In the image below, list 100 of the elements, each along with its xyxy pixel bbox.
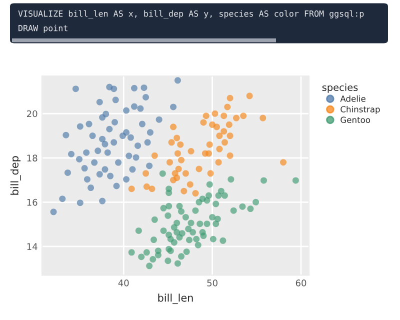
legend-label: Adelie xyxy=(340,95,366,102)
legend-label: Gentoo xyxy=(340,116,370,123)
point xyxy=(148,186,156,192)
point xyxy=(216,132,223,140)
point xyxy=(107,172,114,180)
point xyxy=(146,129,154,136)
point xyxy=(226,152,234,159)
point xyxy=(146,162,153,170)
point xyxy=(140,84,148,91)
y-tick-label: 20 xyxy=(27,110,38,118)
point xyxy=(110,86,118,92)
point xyxy=(127,134,134,141)
point xyxy=(128,186,135,192)
point xyxy=(174,134,180,142)
point xyxy=(76,156,83,162)
point xyxy=(224,104,231,110)
point xyxy=(123,107,130,114)
point xyxy=(81,165,88,172)
x-tick-label: 40 xyxy=(118,280,129,286)
point xyxy=(111,119,118,126)
point xyxy=(215,159,222,166)
point xyxy=(94,148,102,154)
point xyxy=(68,150,75,158)
point xyxy=(86,120,92,128)
point xyxy=(180,188,188,194)
point xyxy=(240,112,247,120)
point xyxy=(83,149,90,156)
point xyxy=(175,166,182,172)
legend-label: Chinstrap xyxy=(340,106,380,114)
point xyxy=(280,159,287,166)
point xyxy=(206,141,213,148)
point xyxy=(174,77,181,84)
point xyxy=(186,181,194,188)
x-tick-label: 60 xyxy=(296,280,306,286)
point xyxy=(64,169,71,176)
point xyxy=(142,170,150,177)
text: DRAW point xyxy=(18,24,68,33)
x-tick-label: 50 xyxy=(207,280,218,286)
y-axis-title: bill_dep xyxy=(10,156,21,195)
point xyxy=(221,139,228,146)
point xyxy=(220,112,228,120)
point xyxy=(96,98,103,106)
point xyxy=(99,198,106,204)
point xyxy=(206,150,212,157)
text: VISUALIZE bill_len AS x, bill_dep AS y, species AS color FROM ggsql:p xyxy=(18,10,364,19)
point xyxy=(130,84,138,92)
point xyxy=(104,149,111,156)
point xyxy=(170,104,177,110)
y-tick-label: 16 xyxy=(27,198,38,206)
point xyxy=(72,86,79,92)
point xyxy=(246,92,253,100)
point xyxy=(102,166,108,173)
point xyxy=(112,96,119,104)
point xyxy=(151,152,158,159)
legend-title: species xyxy=(322,84,358,93)
point xyxy=(226,121,232,128)
point xyxy=(170,124,177,130)
point xyxy=(216,146,223,152)
point xyxy=(213,124,220,130)
point xyxy=(177,141,184,148)
point xyxy=(226,132,234,140)
point xyxy=(123,176,130,183)
point xyxy=(84,176,90,183)
point xyxy=(126,152,132,160)
point xyxy=(174,150,181,157)
point xyxy=(168,139,175,146)
point xyxy=(226,94,234,102)
point xyxy=(132,154,140,161)
point xyxy=(137,105,144,112)
point xyxy=(130,103,138,110)
point xyxy=(260,114,266,122)
point xyxy=(144,139,151,146)
point xyxy=(102,110,110,118)
point xyxy=(142,94,150,101)
point xyxy=(76,123,84,130)
y-tick-label: 14 xyxy=(27,243,38,250)
point xyxy=(50,208,57,216)
point xyxy=(156,116,162,123)
point xyxy=(76,200,84,206)
point xyxy=(91,159,98,166)
point xyxy=(196,166,202,172)
point xyxy=(129,166,136,173)
point xyxy=(89,132,96,140)
point xyxy=(115,159,122,166)
point xyxy=(192,190,199,197)
point xyxy=(233,114,240,122)
point xyxy=(59,196,66,202)
point xyxy=(106,126,113,132)
point xyxy=(119,132,126,140)
point xyxy=(143,183,150,190)
point xyxy=(188,148,194,155)
point xyxy=(207,170,214,177)
point xyxy=(174,174,180,182)
x-axis-title: bill_len xyxy=(158,294,193,304)
point xyxy=(113,182,120,190)
point xyxy=(200,119,207,126)
point xyxy=(102,140,108,148)
point xyxy=(212,110,218,117)
point xyxy=(110,139,118,146)
point xyxy=(88,184,94,192)
